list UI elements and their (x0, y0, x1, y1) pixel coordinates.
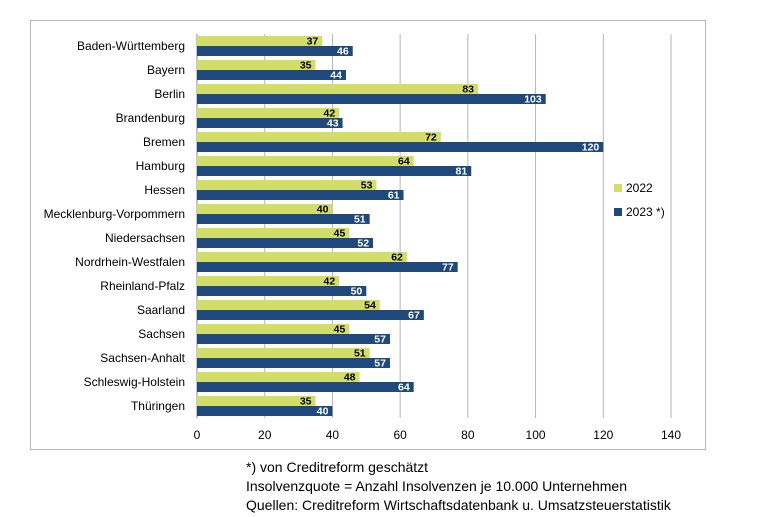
bar-2023 (197, 166, 472, 176)
bar-2023 (197, 334, 390, 344)
category-label: Schleswig-Holstein (84, 375, 185, 389)
category-label: Niedersachsen (105, 231, 185, 245)
data-label: 52 (357, 238, 369, 250)
x-tick-label: 80 (461, 428, 475, 442)
bar-2023 (197, 142, 604, 152)
legend-swatch (614, 184, 622, 192)
bar-2023 (197, 238, 374, 248)
bar-2023 (197, 94, 546, 104)
category-label: Thüringen (131, 399, 185, 413)
footnote-estimate: *) von Creditreform geschätzt (246, 459, 429, 475)
data-label: 81 (456, 166, 468, 178)
data-label: 57 (374, 334, 386, 346)
data-label: 44 (330, 70, 342, 82)
data-label: 42 (324, 276, 336, 288)
category-label: Mecklenburg-Vorpommern (44, 207, 185, 221)
footnote-sources: Quellen: Creditreform Wirtschaftsdatenba… (246, 497, 671, 513)
bar-2022 (197, 36, 323, 46)
bar-2023 (197, 46, 353, 56)
category-label: Rheinland-Pfalz (100, 279, 185, 293)
category-label: Brandenburg (116, 111, 185, 125)
data-label: 54 (364, 300, 376, 312)
data-label: 64 (398, 156, 410, 168)
bar-2023 (197, 190, 404, 200)
category-label: Hessen (144, 183, 185, 197)
chart-frame (30, 20, 706, 450)
data-label: 57 (374, 358, 386, 370)
bar-2023 (197, 406, 333, 416)
bar-2023 (197, 70, 346, 80)
bar-chart: 0 20 40 60 80 100 120 140 Baden-Württemberg 37 46 B… (44, 34, 681, 442)
x-tick-label: 140 (661, 428, 681, 442)
x-tick-label: 20 (258, 428, 272, 442)
legend-label: 2023 *) (626, 205, 665, 219)
x-tick-label: 60 (393, 428, 407, 442)
footnotes: *) von Creditreform geschätzt Insolvenzq… (246, 458, 671, 515)
data-label: 45 (334, 228, 346, 240)
data-label: 103 (524, 94, 542, 106)
data-label: 61 (388, 190, 400, 202)
bar-2022 (197, 348, 370, 358)
bar-2023 (197, 358, 390, 368)
data-label: 62 (391, 252, 403, 264)
bar-2023 (197, 286, 367, 296)
footnote-definition: Insolvenzquote = Anzahl Insolvenzen je 1… (246, 478, 627, 494)
data-label: 35 (300, 60, 312, 72)
data-label: 51 (354, 348, 366, 360)
data-label: 51 (354, 214, 366, 226)
category-label: Berlin (154, 87, 185, 101)
bar-2022 (197, 228, 350, 238)
category-label: Nordrhein-Westfalen (75, 255, 185, 269)
category-label: Saarland (137, 303, 185, 317)
bar-2022 (197, 372, 360, 382)
x-tick-label: 120 (593, 428, 613, 442)
bar-2022 (197, 276, 340, 286)
category-label: Baden-Württemberg (77, 39, 185, 53)
data-label: 53 (361, 180, 373, 192)
category-label: Bayern (147, 63, 185, 77)
bar-2022 (197, 252, 407, 262)
data-label: 42 (324, 108, 336, 120)
x-tick-label: 40 (326, 428, 340, 442)
bar-2022 (197, 324, 350, 334)
data-label: 37 (307, 36, 319, 48)
data-label: 72 (425, 132, 437, 144)
bar-2022 (197, 132, 441, 142)
data-label: 43 (327, 118, 339, 130)
bar-2022 (197, 396, 316, 406)
category-label: Hamburg (136, 159, 185, 173)
bar-2023 (197, 118, 343, 128)
bar-2022 (197, 108, 340, 118)
data-label: 120 (582, 142, 600, 154)
data-label: 48 (344, 372, 356, 384)
bar-2022 (197, 156, 414, 166)
data-label: 64 (398, 382, 410, 394)
data-label: 83 (462, 84, 474, 96)
legend-swatch (614, 208, 622, 216)
bar-2022 (197, 84, 479, 94)
data-label: 77 (442, 262, 454, 274)
data-label: 35 (300, 396, 312, 408)
data-label: 50 (351, 286, 363, 298)
bar-2022 (197, 300, 380, 310)
category-label: Sachsen-Anhalt (100, 351, 185, 365)
x-tick-label: 0 (194, 428, 201, 442)
bar-2023 (197, 262, 458, 272)
data-label: 40 (317, 406, 329, 418)
data-label: 45 (334, 324, 346, 336)
bar-2023 (197, 382, 414, 392)
bar-2022 (197, 180, 377, 190)
data-label: 46 (337, 46, 349, 58)
legend-label: 2022 (626, 181, 653, 195)
data-label: 40 (317, 204, 329, 216)
bar-2022 (197, 60, 316, 70)
bar-2023 (197, 310, 424, 320)
category-label: Sachsen (138, 327, 185, 341)
x-tick-label: 100 (526, 428, 546, 442)
bar-2022 (197, 204, 333, 214)
category-label: Bremen (143, 135, 185, 149)
data-label: 67 (408, 310, 420, 322)
bar-2023 (197, 214, 370, 224)
